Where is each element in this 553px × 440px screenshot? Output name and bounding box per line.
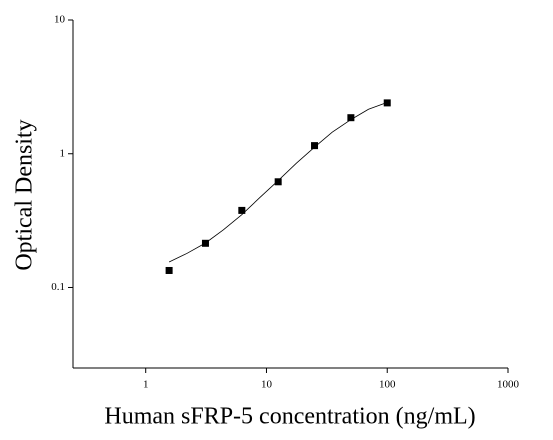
x-tick-label: 10 — [261, 379, 273, 391]
x-tick-label: 1 — [143, 379, 149, 391]
point — [347, 114, 355, 122]
point — [274, 178, 282, 186]
point — [201, 239, 209, 247]
y-axis-title: Optical Density — [12, 119, 38, 270]
y-tick-label: 1 — [60, 147, 66, 159]
point — [238, 206, 246, 214]
x-axis-title: Human sFRP-5 concentration (ng/mL) — [104, 404, 475, 430]
point — [165, 266, 173, 274]
x-tick-label: 100 — [379, 379, 396, 391]
point — [311, 142, 319, 150]
x-tick-label: 1000 — [497, 379, 520, 391]
point — [383, 99, 391, 107]
y-tick-label: 10 — [54, 14, 66, 26]
y-tick-label: 0.1 — [51, 281, 65, 293]
